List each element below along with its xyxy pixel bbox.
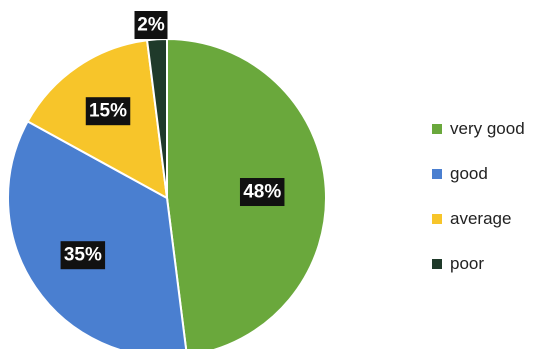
data-label-average: 15%: [85, 97, 131, 126]
data-label-text-poor: 2%: [137, 15, 165, 36]
chart-legend: very good good average poor: [432, 118, 525, 298]
legend-item-good: good: [432, 163, 525, 185]
legend-label-good: good: [450, 164, 488, 183]
data-label-text-average: 15%: [89, 101, 127, 122]
data-label-text-very-good: 48%: [243, 182, 281, 203]
legend-label-poor: poor: [450, 254, 485, 273]
data-label-very-good: 48%: [239, 178, 285, 207]
data-label-good: 35%: [60, 241, 106, 270]
legend-item-poor: poor: [432, 253, 525, 275]
legend-item-average: average: [432, 208, 525, 230]
pie-slice-good: [7, 120, 188, 349]
legend-swatch-good: [432, 169, 442, 179]
data-label-box-good: [60, 241, 106, 270]
data-label-box-poor: [134, 11, 168, 39]
pie-data-labels: 48% 35% 15% 2%: [60, 11, 285, 270]
data-label-poor: 2%: [134, 11, 168, 39]
data-label-text-good: 35%: [64, 245, 102, 266]
legend-label-very-good: very good: [450, 119, 525, 138]
legend-item-very-good: very good: [432, 118, 525, 140]
legend-swatch-poor: [432, 259, 442, 269]
legend-swatch-very-good: [432, 124, 442, 134]
legend-swatch-average: [432, 214, 442, 224]
legend-label-average: average: [450, 209, 512, 228]
data-label-box-average: [85, 97, 131, 126]
data-label-box-very-good: [239, 178, 285, 207]
